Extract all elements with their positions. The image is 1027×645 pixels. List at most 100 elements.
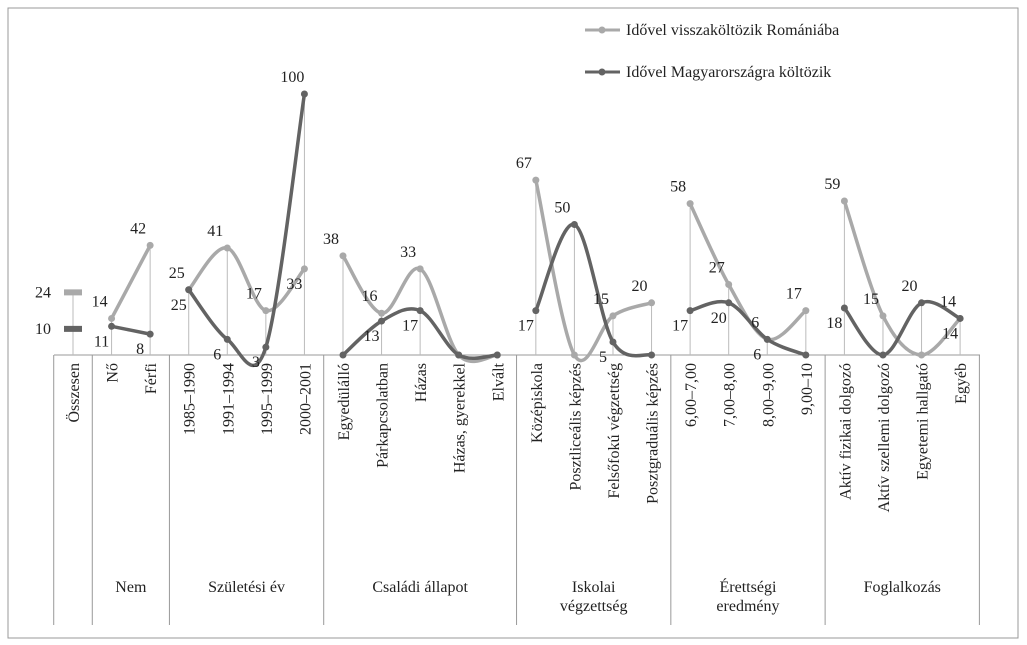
category-label: Házas	[413, 363, 430, 402]
value-label: 20	[902, 278, 918, 295]
category-label: Házas, gyerekkel	[452, 362, 469, 473]
group-label: Nem	[115, 579, 147, 596]
value-label: 41	[207, 223, 223, 240]
value-label: 3	[252, 354, 260, 371]
value-label: 20	[632, 278, 648, 295]
point	[879, 351, 887, 359]
point	[648, 299, 656, 307]
value-label: 14	[92, 293, 108, 310]
value-label: 15	[593, 291, 609, 308]
legend-label: Idővel visszaköltözik Romániába	[626, 22, 839, 39]
category-label: Posztgraduális képzés	[645, 363, 662, 504]
point	[686, 307, 694, 315]
point	[455, 351, 463, 359]
point	[840, 197, 848, 205]
value-label: 33	[400, 244, 416, 261]
legend-marker	[598, 26, 606, 34]
point	[378, 317, 386, 325]
point	[570, 351, 578, 359]
point	[185, 286, 193, 294]
value-label: 8	[136, 341, 144, 358]
value-label: 5	[599, 349, 607, 366]
value-label: 25	[169, 265, 185, 282]
value-label: 10	[35, 321, 51, 338]
point	[802, 307, 810, 315]
category-label: Párkapcsolatban	[375, 363, 392, 468]
category-label: Összesen	[65, 363, 83, 423]
value-label: 25	[171, 297, 187, 314]
series-line	[689, 299, 807, 357]
value-label: 15	[863, 291, 879, 308]
category-label: Elvált	[490, 362, 507, 401]
value-label: 27	[709, 260, 725, 277]
point	[223, 244, 231, 252]
category-label: Felsőfokú végzettség	[606, 363, 623, 499]
series-line	[842, 200, 962, 357]
group-label: Foglalkozás	[863, 579, 941, 596]
point	[416, 307, 424, 315]
group-label: Érettségi eredmény	[716, 579, 780, 615]
value-label: 38	[323, 231, 339, 248]
series-line	[534, 222, 653, 358]
value-label: 6	[753, 346, 761, 363]
legend-label: Idővel Magyarországra költözik	[626, 64, 831, 81]
category-label: 6,00–7,00	[683, 363, 700, 427]
point	[300, 90, 308, 98]
series-line	[111, 324, 151, 336]
point	[918, 351, 926, 359]
point	[262, 343, 270, 351]
series-line	[187, 246, 306, 313]
point	[339, 252, 347, 260]
category-label: Aktív fizikai dolgozó	[837, 363, 854, 500]
value-label: 14	[940, 293, 956, 310]
value-label: 16	[362, 288, 378, 305]
point	[532, 176, 540, 184]
value-label: 13	[364, 328, 380, 345]
point	[686, 200, 694, 208]
category-label: 2000–2001	[297, 363, 314, 435]
point	[300, 265, 308, 273]
point	[956, 314, 964, 322]
value-label: 50	[554, 200, 570, 217]
series-line	[842, 299, 961, 357]
category-label: Egyedülálló	[336, 363, 353, 440]
value-label: 58	[670, 179, 686, 196]
point	[918, 299, 926, 307]
value-label: 20	[711, 310, 727, 327]
value-label: 42	[130, 220, 146, 237]
legend-marker	[598, 68, 606, 76]
category-label: 1995–1999	[259, 363, 276, 435]
point	[609, 338, 617, 346]
point	[763, 335, 771, 343]
point	[725, 281, 733, 289]
category-label: Férfi	[143, 362, 160, 394]
category-label: Középiskola	[529, 363, 546, 443]
value-label: 33	[286, 276, 302, 293]
point	[493, 351, 501, 359]
value-label: 100	[280, 69, 304, 86]
group-label: Családi állapot	[372, 579, 468, 596]
series-line	[187, 93, 307, 368]
value-label: 24	[35, 284, 51, 301]
value-label: 17	[672, 318, 688, 335]
point	[262, 307, 270, 315]
value-label: 17	[246, 286, 262, 303]
value-label: 14	[942, 325, 958, 342]
value-label: 6	[751, 314, 759, 331]
group-label: Iskolai végzettség	[559, 579, 628, 615]
value-label: 11	[94, 333, 109, 350]
category-label: Egyéb	[953, 363, 970, 404]
point	[570, 221, 578, 228]
category-label: Nő	[105, 363, 122, 383]
point	[378, 309, 386, 317]
value-label: 17	[518, 318, 534, 335]
category-label: Egyetemi hallgató	[915, 363, 932, 480]
point	[532, 307, 540, 315]
point	[339, 351, 347, 359]
point	[416, 265, 424, 273]
group-label: Születési év	[208, 579, 285, 596]
category-label: Posztliceális képzés	[567, 363, 584, 491]
point	[802, 351, 810, 359]
